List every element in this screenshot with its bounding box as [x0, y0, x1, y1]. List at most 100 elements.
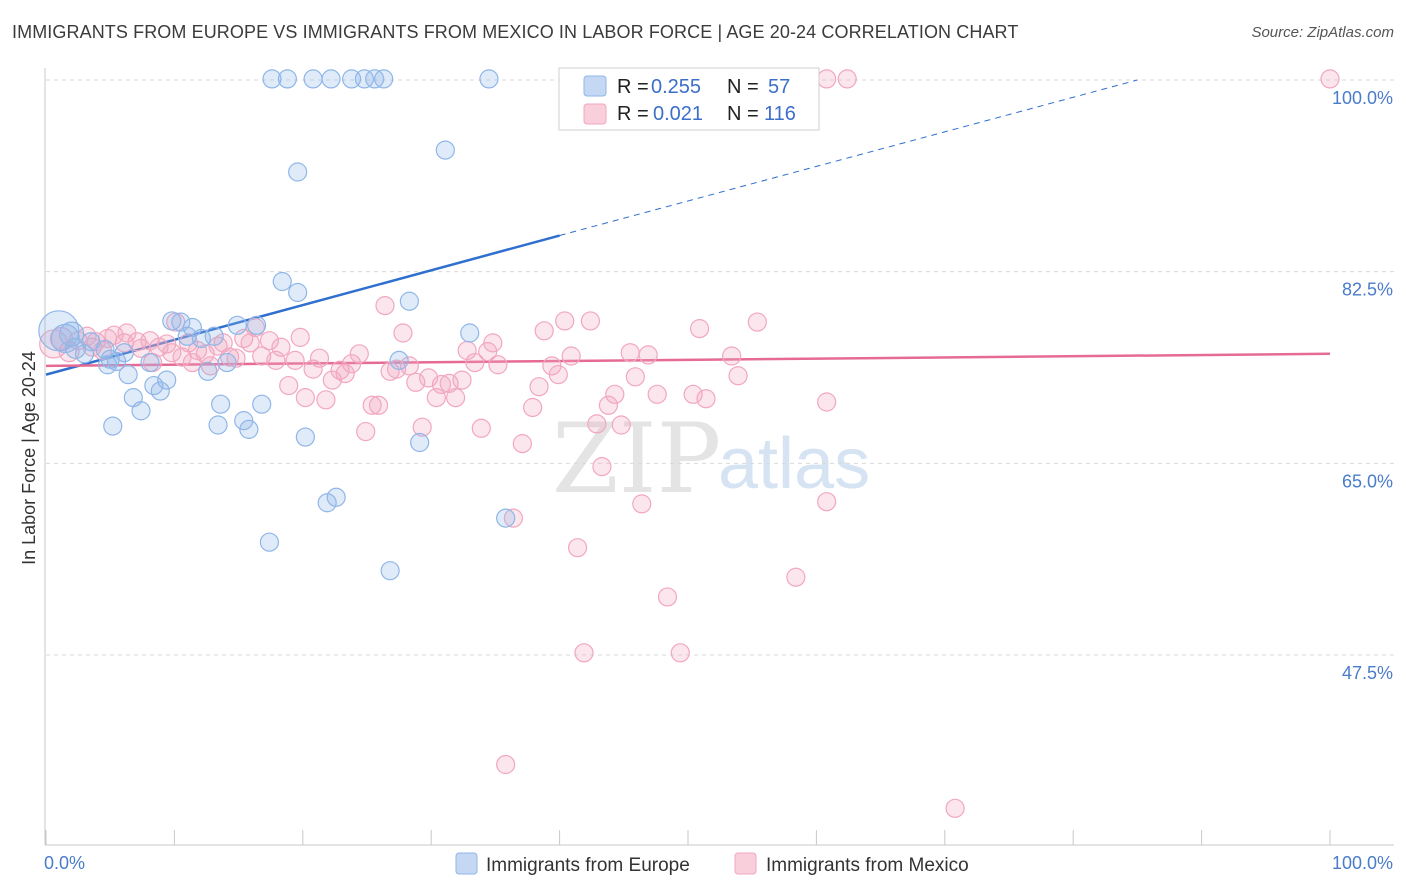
data-point-mexico	[523, 397, 543, 418]
data-point-europe	[131, 401, 151, 421]
data-point-europe	[326, 487, 346, 507]
data-point-mexico	[341, 354, 362, 374]
data-point-europe	[479, 69, 499, 89]
data-point-europe	[74, 344, 95, 364]
axes	[44, 68, 1394, 846]
data-point-europe	[262, 69, 282, 89]
y-tick-label: 47.5%	[1342, 663, 1393, 683]
data-point-europe	[204, 326, 224, 346]
data-point-mexico	[368, 395, 389, 415]
data-point-europe	[118, 365, 138, 385]
data-point-mexico	[330, 360, 350, 380]
data-point-mexico	[529, 377, 549, 397]
data-point-mexico	[162, 343, 182, 363]
data-point-mexico	[285, 350, 305, 370]
data-point-europe	[227, 315, 247, 335]
data-point-europe	[103, 416, 123, 436]
data-point-mexico	[240, 333, 260, 353]
stats-legend: R = 0.255 N = 57 R = 0.021 N = 116	[558, 67, 820, 131]
data-point-europe	[389, 350, 409, 370]
data-point-mexico	[574, 643, 594, 663]
data-point-mexico	[452, 370, 472, 390]
y-tick-label: 65.0%	[1342, 471, 1393, 491]
data-point-europe	[303, 69, 323, 89]
legend-europe-n-value: 57	[768, 76, 790, 98]
legend-swatch-mexico	[583, 103, 607, 125]
data-point-europe	[157, 370, 177, 390]
data-point-mexico	[587, 414, 607, 434]
data-point-mexico	[290, 327, 310, 347]
series-europe-points	[38, 69, 516, 581]
legend-bottom-swatch-mexico	[734, 852, 757, 875]
chart-title: IMMIGRANTS FROM EUROPE VS IMMIGRANTS FRO…	[12, 22, 1019, 42]
data-point-mexico	[548, 365, 568, 385]
legend-europe-n-label: N =	[727, 76, 759, 98]
data-point-europe	[140, 352, 160, 373]
data-point-mexico	[683, 384, 703, 404]
data-point-mexico	[496, 754, 516, 775]
data-point-europe	[288, 162, 308, 182]
data-point-mexico	[722, 346, 742, 366]
data-point-mexico	[632, 494, 652, 514]
legend-mexico-n-label: N =	[727, 103, 759, 125]
data-point-mexico	[817, 492, 837, 512]
data-point-europe	[460, 323, 480, 343]
data-point-mexico	[279, 375, 299, 396]
data-point-europe	[277, 69, 297, 89]
data-point-mexico	[534, 321, 554, 341]
x-tick-label-min: 0.0%	[44, 853, 85, 873]
data-point-europe	[317, 493, 337, 513]
data-point-mexico	[362, 395, 382, 415]
data-point-europe	[150, 381, 170, 401]
data-point-mexico	[945, 798, 965, 818]
trend-line-mexico	[45, 352, 1331, 368]
data-point-mexico	[696, 389, 716, 409]
data-point-mexico	[512, 434, 532, 454]
data-point-mexico	[252, 346, 272, 366]
data-point-mexico	[561, 346, 581, 366]
legend-europe-r-label: R =	[617, 76, 649, 98]
data-point-europe	[171, 312, 191, 332]
data-point-mexico	[445, 388, 466, 408]
data-point-mexico	[349, 344, 369, 364]
data-point-mexico	[431, 374, 452, 395]
data-point-mexico	[412, 417, 432, 437]
data-point-mexico	[335, 363, 355, 384]
data-point-mexico	[503, 508, 523, 528]
data-point-europe	[272, 271, 292, 292]
legend-bottom-europe-label: Immigrants from Europe	[486, 855, 690, 876]
data-point-mexico	[393, 323, 413, 343]
data-point-europe	[208, 415, 228, 435]
data-point-europe	[410, 432, 430, 453]
data-point-mexico	[309, 348, 330, 368]
data-point-mexico	[375, 296, 395, 316]
legend-mexico-r-value: 0.021	[653, 103, 703, 125]
data-point-mexico	[638, 345, 658, 365]
data-point-mexico	[605, 384, 625, 404]
data-point-europe	[496, 508, 516, 528]
data-point-europe	[252, 394, 272, 414]
data-point-mexico	[689, 319, 710, 339]
data-point-europe	[259, 532, 280, 552]
data-point-europe	[95, 339, 115, 360]
data-point-mexico	[259, 331, 280, 351]
legend-swatch-europe	[583, 75, 607, 97]
data-point-mexico	[620, 343, 640, 363]
data-point-mexico	[747, 312, 767, 332]
data-point-mexico	[625, 367, 645, 387]
data-point-mexico	[465, 352, 485, 373]
data-point-mexico	[271, 337, 291, 357]
data-point-europe	[246, 315, 267, 335]
data-point-europe	[435, 140, 455, 160]
data-point-europe	[239, 419, 259, 439]
x-tick-label-max: 100.0%	[1332, 853, 1393, 873]
data-point-mexico	[598, 395, 618, 415]
data-point-europe	[374, 69, 394, 89]
data-point-mexico	[647, 384, 667, 404]
data-point-europe	[217, 352, 237, 373]
data-point-europe	[399, 291, 419, 311]
series-legend: Immigrants from Europe Immigrants from M…	[455, 852, 969, 876]
data-point-mexico	[817, 392, 837, 412]
data-point-europe	[288, 282, 308, 303]
